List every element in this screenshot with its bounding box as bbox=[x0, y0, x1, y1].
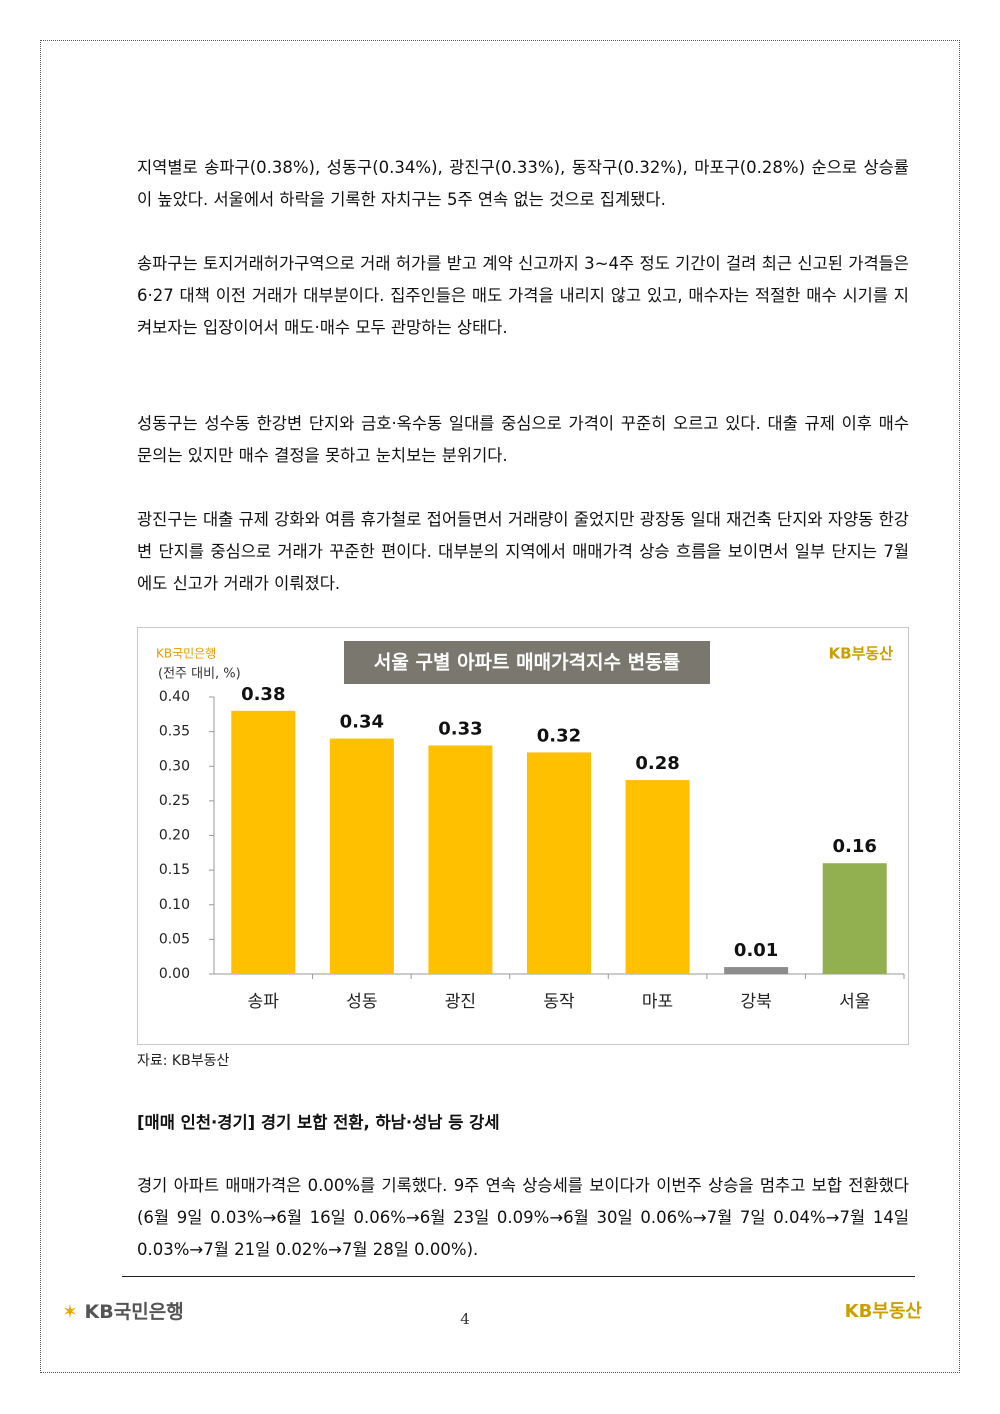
chart-brand: KB부동산 bbox=[829, 645, 894, 663]
bar bbox=[231, 710, 296, 974]
bar bbox=[822, 863, 887, 974]
source: 자료: KB부동산 bbox=[137, 1053, 230, 1069]
footer-logo: ✶ KB국민은행 bbox=[62, 1301, 184, 1323]
value-label: 0.28 bbox=[635, 753, 679, 774]
value-label: 0.34 bbox=[340, 712, 384, 733]
bar bbox=[625, 780, 690, 974]
y-tick-label: 0.25 bbox=[159, 793, 190, 809]
y-tick-label: 0.30 bbox=[159, 758, 190, 774]
x-tick-label: 강북 bbox=[741, 992, 772, 1012]
x-tick-label: 동작 bbox=[543, 992, 575, 1012]
value-label: 0.16 bbox=[833, 836, 877, 857]
paragraph: 광진구는 대출 규제 강화와 여름 휴가철로 접어들면서 거래량이 줄었지만 광… bbox=[137, 510, 909, 593]
x-tick-label: 서울 bbox=[839, 992, 870, 1012]
chart: KB국민은행 (전주 대비, %) 서울 구별 아파트 매매가격지수 변동률 KB부동… bbox=[156, 641, 905, 1012]
value-label: 0.38 bbox=[241, 684, 285, 705]
chart-box: KB국민은행 (전주 대비, %) 서울 구별 아파트 매매가격지수 변동률 KB부동… bbox=[137, 627, 909, 1045]
y-tick-label: 0.00 bbox=[159, 966, 190, 982]
value-label: 0.33 bbox=[438, 718, 482, 739]
chart-title: 서울 구별 아파트 매매가격지수 변동률 bbox=[374, 652, 680, 674]
page-frame bbox=[40, 40, 960, 1373]
page-number: 4 bbox=[460, 1310, 470, 1328]
y-tick-label: 0.20 bbox=[159, 828, 190, 844]
paragraph: 성동구는 성수동 한강변 단지와 금호·옥수동 일대를 중심으로 가격이 꾸준히… bbox=[137, 414, 909, 465]
title-box bbox=[344, 641, 710, 684]
x-tick-label: 송파 bbox=[248, 992, 280, 1012]
section-heading: [매매 인천·경기] 경기 보합 전환, 하남·성남 등 강세 bbox=[137, 1113, 500, 1132]
paragraph: 경기 아파트 매매가격은 0.00%를 기록했다. 9주 연속 상승세를 보이다… bbox=[137, 1176, 909, 1259]
y-tick-label: 0.40 bbox=[159, 689, 190, 705]
x-tick-label: 마포 bbox=[642, 992, 673, 1012]
bar bbox=[428, 745, 493, 974]
y-tick-label: 0.35 bbox=[159, 724, 190, 740]
x-tick-label: 성동 bbox=[346, 992, 377, 1012]
footer-brand: KB부동산 bbox=[844, 1301, 922, 1322]
y-tick-label: 0.05 bbox=[159, 931, 190, 947]
value-label: 0.01 bbox=[734, 940, 778, 961]
paragraph: 송파구는 토지거래허가구역으로 거래 허가를 받고 계약 신고까지 3~4주 정… bbox=[137, 254, 909, 337]
y-tick-label: 0.10 bbox=[159, 897, 190, 913]
bar bbox=[724, 967, 789, 974]
bar bbox=[527, 752, 591, 974]
bar bbox=[329, 738, 394, 974]
footer-rule bbox=[122, 1276, 915, 1277]
y-axis-label: (전주 대비, %) bbox=[158, 667, 241, 682]
value-label: 0.32 bbox=[537, 725, 581, 746]
paragraph: 지역별로 송파구(0.38%), 성동구(0.34%), 광진구(0.33%),… bbox=[137, 158, 909, 209]
chart-logo: KB국민은행 bbox=[156, 646, 216, 661]
y-tick-label: 0.15 bbox=[159, 862, 190, 878]
x-tick-label: 광진 bbox=[445, 992, 476, 1012]
